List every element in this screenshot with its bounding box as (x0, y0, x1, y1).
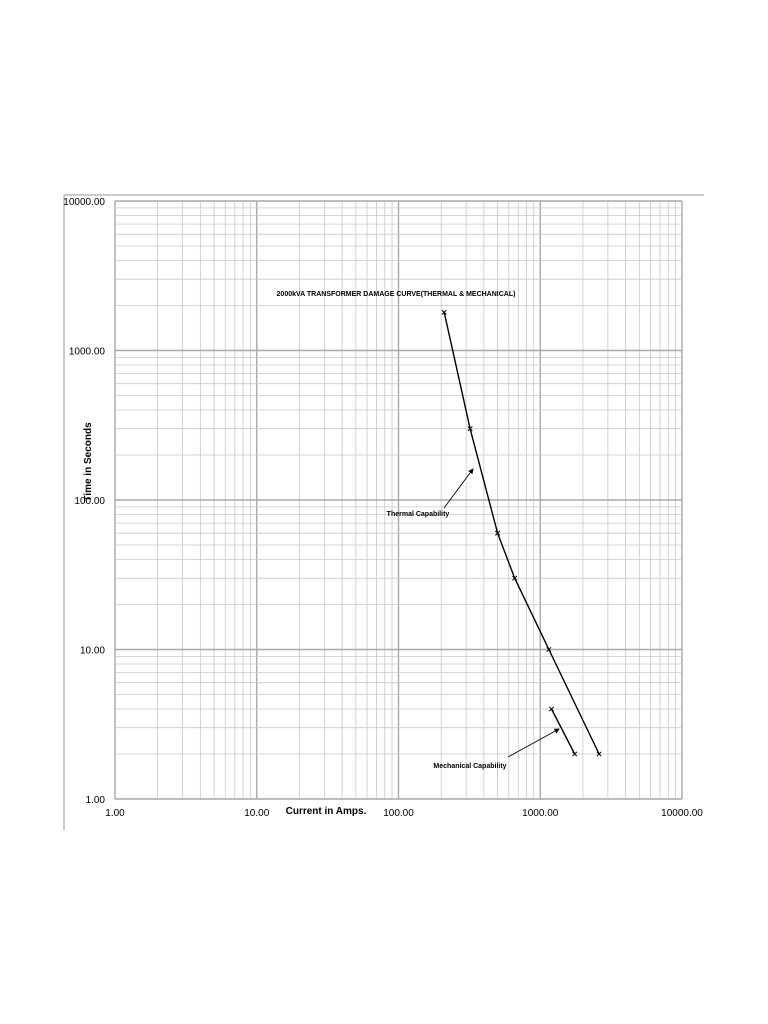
x-tick-label: 1.00 (105, 808, 125, 819)
data-point-marker (467, 426, 473, 432)
series-group (441, 309, 602, 757)
y-tick-label: 10.00 (80, 646, 105, 657)
mechanical-capability-line (550, 708, 576, 755)
mechanical-capability-annotation: Mechanical Capability (433, 763, 506, 770)
mechanical-annotation-arrow (507, 728, 560, 758)
marker-stroke (467, 426, 473, 432)
data-point-marker (596, 751, 602, 757)
y-axis-label: Time in Seconds (83, 422, 94, 502)
data-point-marker (495, 530, 501, 536)
data-point-marker (548, 706, 555, 712)
x-tick-label: 100.00 (383, 808, 414, 819)
chart-frame (63, 194, 704, 830)
marker-stroke (512, 575, 518, 581)
thermal-capability-line (443, 312, 600, 755)
marker-stroke (441, 309, 447, 315)
data-point-marker (441, 309, 447, 315)
annotations: Thermal Capability Mechanical Capability (387, 468, 560, 770)
data-point-marker (546, 646, 552, 653)
y-tick-label: 10000.00 (63, 197, 105, 208)
y-tick-label: 100.00 (74, 496, 105, 507)
marker-stroke (548, 706, 555, 712)
marker-stroke (546, 646, 552, 653)
data-point-marker (512, 575, 518, 581)
data-point-marker (572, 751, 578, 757)
y-tick-label: 1.00 (86, 795, 106, 806)
y-tick-label: 1000.00 (69, 347, 106, 358)
marker-stroke (572, 751, 578, 757)
chart-title: 2000kVA TRANSFORMER DAMAGE CURVE(THERMAL… (277, 291, 516, 298)
marker-stroke (495, 530, 501, 536)
x-tick-label: 1000.00 (522, 808, 559, 819)
x-tick-label: 10000.00 (661, 808, 703, 819)
marker-stroke (596, 751, 602, 757)
x-axis-label: Current in Amps. (286, 806, 367, 817)
tick-labels: 1.00 10.00 100.00 1000.00 10000.00 1.00 10.00 1… (63, 197, 703, 819)
x-tick-label: 10.00 (244, 808, 269, 819)
thermal-capability-annotation: Thermal Capability (387, 511, 450, 518)
grid-lines (114, 200, 683, 800)
thermal-annotation-arrow (443, 468, 474, 509)
